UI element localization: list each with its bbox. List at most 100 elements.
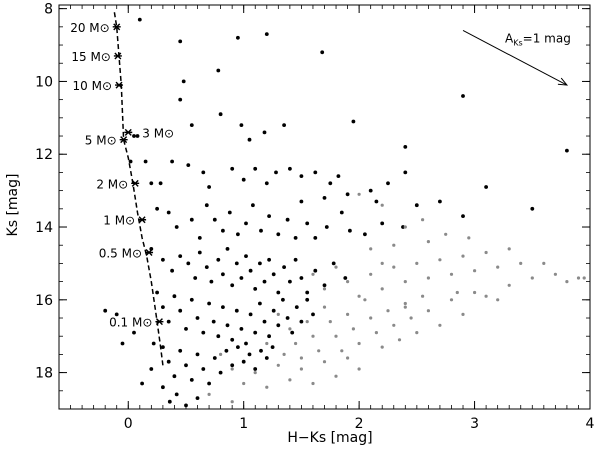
grey-data-point bbox=[369, 247, 373, 251]
black-data-point bbox=[264, 32, 269, 36]
y-axis-label: Ks [mag] bbox=[5, 174, 21, 237]
grey-data-point bbox=[322, 287, 327, 291]
black-data-point bbox=[195, 316, 200, 320]
black-data-point bbox=[211, 319, 216, 324]
grey-data-point bbox=[542, 261, 546, 265]
grey-data-point bbox=[415, 261, 419, 265]
black-data-point bbox=[172, 294, 177, 299]
grey-data-point bbox=[288, 327, 292, 331]
grey-data-point bbox=[369, 316, 373, 320]
black-data-point bbox=[236, 232, 240, 237]
black-data-point bbox=[212, 217, 217, 222]
black-data-point bbox=[166, 319, 171, 324]
black-data-point bbox=[181, 79, 186, 84]
black-data-point bbox=[264, 181, 269, 186]
black-data-point bbox=[258, 261, 262, 266]
y-tick-label: 16 bbox=[35, 293, 53, 309]
black-data-point bbox=[247, 352, 252, 357]
black-data-point bbox=[386, 181, 390, 186]
black-data-point bbox=[259, 348, 263, 353]
y-tick-label: 14 bbox=[35, 220, 53, 236]
grey-data-point bbox=[322, 305, 327, 309]
mass-marker: 0.5 M⊙ bbox=[99, 246, 154, 260]
mass-marker: 3 M⊙ bbox=[124, 126, 174, 140]
black-data-point bbox=[271, 308, 276, 313]
black-data-point bbox=[293, 236, 298, 240]
black-data-point bbox=[184, 327, 188, 331]
grey-data-point bbox=[357, 367, 361, 371]
black-data-point bbox=[225, 323, 230, 328]
grey-data-point bbox=[496, 265, 500, 269]
black-data-point bbox=[207, 381, 212, 386]
mass-marker-label: 20 M⊙ bbox=[70, 21, 110, 35]
black-data-point bbox=[114, 312, 119, 317]
grey-data-point bbox=[230, 367, 234, 371]
mass-marker-star bbox=[155, 318, 164, 326]
black-data-point bbox=[565, 148, 569, 153]
black-data-point bbox=[189, 378, 194, 382]
black-data-point bbox=[155, 290, 160, 295]
black-data-point bbox=[230, 166, 235, 171]
grey-data-point bbox=[276, 363, 280, 367]
extinction-vector-label: AKs=1 mag bbox=[505, 31, 571, 47]
grey-data-point bbox=[582, 276, 586, 280]
mass-marker-label: 5 M⊙ bbox=[85, 134, 117, 148]
black-data-point bbox=[414, 203, 419, 208]
grey-data-point bbox=[305, 320, 309, 324]
grey-data-point bbox=[421, 294, 425, 298]
mass-marker-star bbox=[145, 249, 154, 256]
black-data-point bbox=[225, 247, 230, 251]
black-data-point bbox=[253, 367, 258, 371]
plot-area: 20 M⊙ 15 M⊙ 10 M⊙ 5 M⊙ 3 M⊙ 2 M⊙ 1 M⊙ 0.5 M⊙ 0.1… bbox=[70, 12, 586, 408]
grey-data-point bbox=[357, 294, 361, 298]
black-data-point bbox=[201, 367, 206, 371]
black-data-point bbox=[293, 257, 298, 262]
grey-data-point bbox=[334, 265, 338, 269]
black-data-point bbox=[324, 225, 329, 229]
black-data-point bbox=[271, 272, 276, 277]
mass-marker-star bbox=[131, 179, 140, 187]
grey-data-point bbox=[276, 312, 280, 316]
black-data-point bbox=[299, 319, 304, 324]
grey-data-point bbox=[415, 331, 419, 335]
mass-marker: 15 M⊙ bbox=[71, 50, 122, 64]
black-data-point bbox=[305, 297, 310, 302]
grey-data-point bbox=[386, 309, 390, 313]
grey-data-point bbox=[328, 320, 332, 324]
black-data-point bbox=[227, 210, 232, 215]
grey-data-point bbox=[392, 323, 396, 327]
black-data-point bbox=[166, 210, 171, 215]
black-data-point bbox=[218, 112, 223, 117]
black-data-point bbox=[195, 352, 200, 357]
grey-data-point bbox=[369, 272, 373, 276]
grey-data-point bbox=[374, 331, 378, 335]
grey-data-point bbox=[357, 341, 361, 346]
black-data-point bbox=[262, 319, 267, 324]
black-data-point bbox=[158, 181, 163, 186]
black-data-point bbox=[247, 137, 252, 142]
mass-marker-label: 0.5 M⊙ bbox=[99, 246, 142, 260]
black-data-point bbox=[331, 261, 336, 266]
black-data-point bbox=[530, 206, 535, 211]
black-data-point bbox=[299, 199, 304, 204]
grey-data-point bbox=[403, 225, 407, 229]
black-data-point bbox=[201, 330, 206, 335]
grey-data-point bbox=[340, 349, 344, 353]
black-data-point bbox=[103, 308, 108, 313]
black-data-point bbox=[305, 290, 310, 295]
black-data-point bbox=[267, 334, 271, 339]
black-data-point bbox=[221, 305, 225, 309]
grey-data-point bbox=[265, 385, 269, 389]
black-data-point bbox=[172, 374, 177, 379]
grey-data-point bbox=[294, 341, 298, 346]
black-data-point bbox=[221, 272, 225, 277]
black-data-point bbox=[195, 396, 200, 400]
black-data-point bbox=[218, 370, 223, 375]
black-data-point bbox=[221, 228, 225, 233]
black-data-point bbox=[339, 210, 344, 215]
grey-data-point bbox=[265, 341, 269, 346]
black-data-point bbox=[343, 276, 348, 280]
plot-frame bbox=[58, 4, 591, 410]
grey-data-point bbox=[426, 240, 430, 244]
black-data-point bbox=[274, 170, 278, 175]
